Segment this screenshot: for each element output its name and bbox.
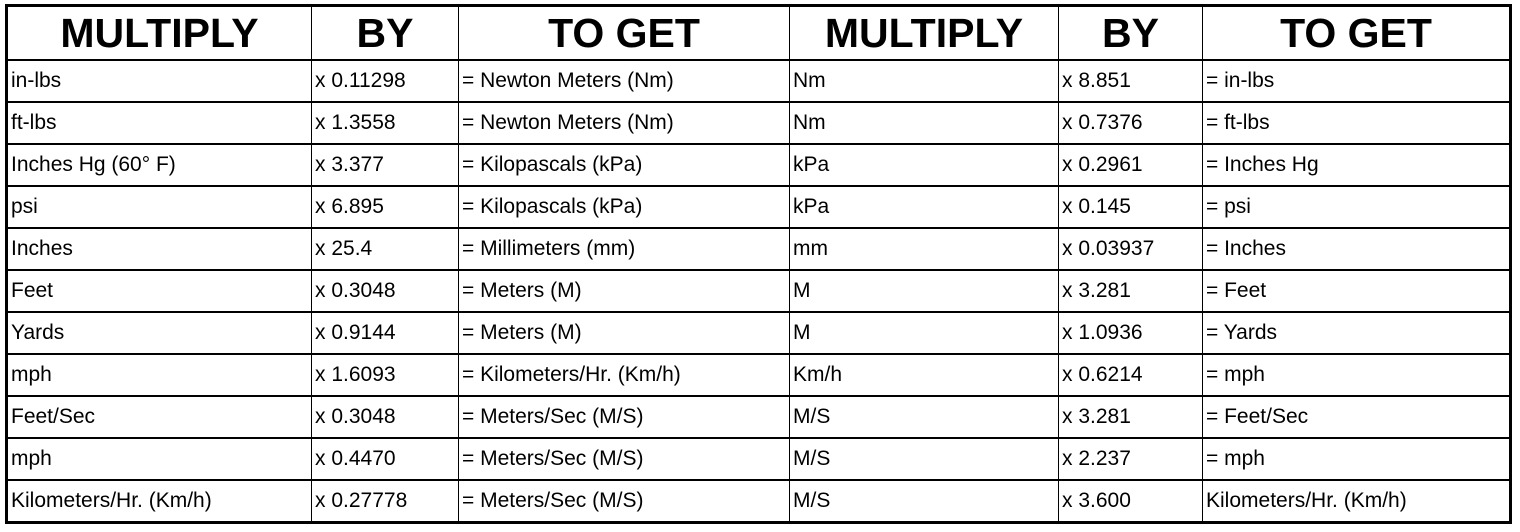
cell-by: x 0.2961 xyxy=(1058,144,1203,187)
cell-by: x 3.377 xyxy=(311,144,459,187)
cell-by: x 1.6093 xyxy=(311,354,459,397)
cell-multiply: ft-lbs xyxy=(6,102,312,145)
cell-multiply: Inches Hg (60° F) xyxy=(6,144,312,187)
cell-to-get: = Meters (M) xyxy=(458,312,790,355)
cell-multiply: Kilometers/Hr. (Km/h) xyxy=(6,480,312,523)
table-row: psi x 6.895 = Kilopascals (kPa) kPa x 0.145 =… xyxy=(6,186,1511,229)
cell-to-get: = in-lbs xyxy=(1202,60,1511,103)
cell-to-get: = Feet xyxy=(1202,270,1511,313)
cell-multiply: kPa xyxy=(789,144,1059,187)
cell-by: x 3.281 xyxy=(1058,270,1203,313)
cell-by: x 1.3558 xyxy=(311,102,459,145)
cell-by: x 2.237 xyxy=(1058,438,1203,481)
cell-to-get: = mph xyxy=(1202,438,1511,481)
cell-multiply: mph xyxy=(6,438,312,481)
cell-multiply: M/S xyxy=(789,438,1059,481)
cell-multiply: Yards xyxy=(6,312,312,355)
header-multiply-left: MULTIPLY xyxy=(6,5,312,61)
table-row: Inches x 25.4 = Millimeters (mm) mm x 0.0393… xyxy=(6,228,1511,271)
cell-to-get: Kilometers/Hr. (Km/h) xyxy=(1202,480,1511,523)
cell-by: x 0.3048 xyxy=(311,396,459,439)
table-row: Inches Hg (60° F) x 3.377 = Kilopascals (k… xyxy=(6,144,1511,187)
header-by-right: BY xyxy=(1058,5,1203,61)
table-row: in-lbs x 0.11298 = Newton Meters (Nm) Nm x 8… xyxy=(6,60,1511,103)
cell-to-get: = ft-lbs xyxy=(1202,102,1511,145)
cell-by: x 0.4470 xyxy=(311,438,459,481)
cell-multiply: M/S xyxy=(789,480,1059,523)
cell-multiply: M xyxy=(789,312,1059,355)
header-by-left: BY xyxy=(311,5,459,61)
cell-to-get: = Millimeters (mm) xyxy=(458,228,790,271)
cell-to-get: = psi xyxy=(1202,186,1511,229)
header-row: MULTIPLY BY TO GET MULTIPLY BY TO GET xyxy=(6,5,1511,61)
cell-multiply: Feet xyxy=(6,270,312,313)
header-to-get-right: TO GET xyxy=(1202,5,1511,61)
cell-to-get: = Kilopascals (kPa) xyxy=(458,144,790,187)
table-row: mph x 1.6093 = Kilometers/Hr. (Km/h) Km/h x … xyxy=(6,354,1511,397)
cell-by: x 0.3048 xyxy=(311,270,459,313)
cell-by: x 0.145 xyxy=(1058,186,1203,229)
cell-multiply: mph xyxy=(6,354,312,397)
cell-to-get: = Meters/Sec (M/S) xyxy=(458,396,790,439)
cell-by: x 25.4 xyxy=(311,228,459,271)
cell-by: x 0.27778 xyxy=(311,480,459,523)
cell-multiply: kPa xyxy=(789,186,1059,229)
cell-to-get: = Inches Hg xyxy=(1202,144,1511,187)
table-row: mph x 0.4470 = Meters/Sec (M/S) M/S x 2.237 =… xyxy=(6,438,1511,481)
cell-by: x 0.9144 xyxy=(311,312,459,355)
cell-by: x 0.11298 xyxy=(311,60,459,103)
header-multiply-right: MULTIPLY xyxy=(789,5,1059,61)
cell-by: x 6.895 xyxy=(311,186,459,229)
cell-by: x 1.0936 xyxy=(1058,312,1203,355)
cell-to-get: = Feet/Sec xyxy=(1202,396,1511,439)
cell-to-get: = Meters/Sec (M/S) xyxy=(458,438,790,481)
table-row: Kilometers/Hr. (Km/h) x 0.27778 = Meters/S… xyxy=(6,480,1511,523)
cell-to-get: = Meters (M) xyxy=(458,270,790,313)
cell-by: x 0.03937 xyxy=(1058,228,1203,271)
cell-to-get: = Meters/Sec (M/S) xyxy=(458,480,790,523)
conversion-table: MULTIPLY BY TO GET MULTIPLY BY TO GET in-lbs x… xyxy=(5,4,1512,524)
cell-multiply: in-lbs xyxy=(6,60,312,103)
table-row: ft-lbs x 1.3558 = Newton Meters (Nm) Nm x 0.… xyxy=(6,102,1511,145)
cell-by: x 0.7376 xyxy=(1058,102,1203,145)
cell-multiply: Nm xyxy=(789,102,1059,145)
cell-multiply: Feet/Sec xyxy=(6,396,312,439)
cell-by: x 3.281 xyxy=(1058,396,1203,439)
table-row: Feet/Sec x 0.3048 = Meters/Sec (M/S) M/S x 3… xyxy=(6,396,1511,439)
cell-multiply: M/S xyxy=(789,396,1059,439)
cell-multiply: Inches xyxy=(6,228,312,271)
cell-to-get: = Kilopascals (kPa) xyxy=(458,186,790,229)
cell-multiply: mm xyxy=(789,228,1059,271)
cell-by: x 0.6214 xyxy=(1058,354,1203,397)
cell-to-get: = Newton Meters (Nm) xyxy=(458,102,790,145)
header-to-get-left: TO GET xyxy=(458,5,790,61)
cell-to-get: = mph xyxy=(1202,354,1511,397)
cell-multiply: Nm xyxy=(789,60,1059,103)
cell-by: x 8.851 xyxy=(1058,60,1203,103)
cell-by: x 3.600 xyxy=(1058,480,1203,523)
cell-to-get: = Newton Meters (Nm) xyxy=(458,60,790,103)
cell-multiply: M xyxy=(789,270,1059,313)
cell-to-get: = Yards xyxy=(1202,312,1511,355)
cell-to-get: = Inches xyxy=(1202,228,1511,271)
cell-multiply: Km/h xyxy=(789,354,1059,397)
cell-to-get: = Kilometers/Hr. (Km/h) xyxy=(458,354,790,397)
cell-multiply: psi xyxy=(6,186,312,229)
